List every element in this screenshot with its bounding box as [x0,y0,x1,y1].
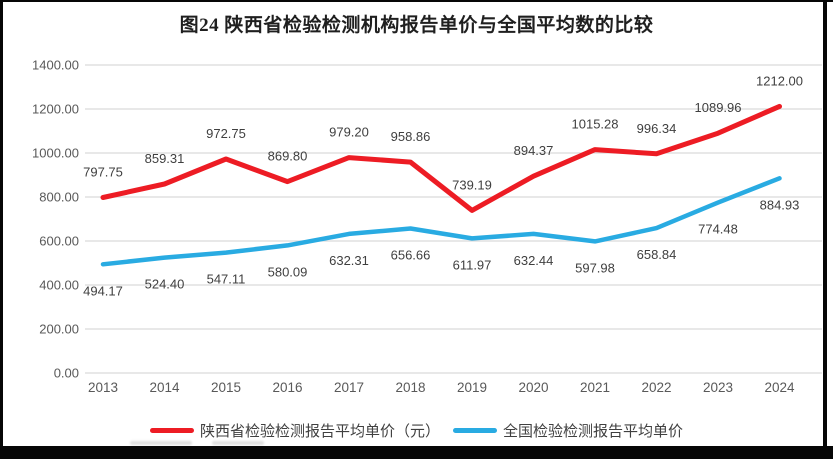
data-label-series-0: 894.37 [514,143,554,158]
legend-item-national: 全国检验检测报告平均单价 [453,420,683,441]
x-axis-tick-label: 2019 [457,380,487,395]
legend-label-shaanxi: 陕西省检验检测报告平均单价（元） [199,423,440,440]
data-label-series-0: 797.75 [83,165,123,180]
x-axis-tick-label: 2020 [518,380,548,395]
data-label-series-1: 547.11 [207,272,246,287]
scan-artifact [130,441,192,445]
frame-edge-top [0,0,833,2]
data-label-series-0: 958.86 [391,129,431,144]
x-axis-tick-label: 2021 [580,380,610,395]
x-axis-tick-label: 2016 [272,380,302,395]
data-label-series-0: 1015.28 [572,117,619,132]
data-label-series-0: 739.19 [452,177,492,192]
y-axis-tick-label: 0.00 [54,366,79,381]
y-axis-tick-label: 1400.00 [32,58,79,73]
x-axis-tick-label: 2013 [88,380,118,395]
line-chart: 0.00 200.00 400.00 600.00 800.00 1000.00 1200.… [32,58,822,395]
data-label-series-1: 580.09 [268,264,308,279]
data-label-series-0: 1089.96 [695,100,742,115]
x-axis-tick-label: 2014 [149,380,180,395]
y-axis-tick-label: 200.00 [39,322,79,337]
data-label-series-0: 859.31 [145,151,185,166]
data-label-series-1: 884.93 [760,197,800,212]
y-axis-tick-label: 1200.00 [32,102,79,117]
series-line-1 [100,176,782,267]
data-label-series-0: 869.80 [268,149,308,164]
data-label-series-0: 1212.00 [756,73,803,88]
frame-edge-right [823,0,827,459]
data-label-series-1: 524.40 [145,277,185,292]
x-axis-tick-label: 2018 [395,380,425,395]
data-label-series-0: 972.75 [206,126,246,141]
frame-edge-bottom [0,446,833,459]
chart-legend: 陕西省检验检测报告平均单价（元） 全国检验检测报告平均单价 [0,420,833,441]
data-label-series-0: 996.34 [637,121,677,136]
data-label-series-1: 611.97 [453,257,492,272]
data-label-series-1: 632.31 [329,253,369,268]
legend-swatch-shaanxi-line [149,428,194,433]
scan-artifact [212,441,264,445]
y-axis-tick-label: 800.00 [39,190,79,205]
data-label-series-1: 632.44 [514,253,554,268]
data-label-series-1: 597.98 [575,260,615,275]
x-axis-tick-label: 2017 [334,380,364,395]
data-label-series-1: 774.48 [698,222,738,237]
legend-swatch-national-line [453,428,497,433]
frame-edge-left [0,0,3,459]
y-axis-tick-label: 600.00 [39,234,79,249]
x-axis-tick-label: 2015 [211,380,241,395]
y-axis-tick-label: 1000.00 [32,146,79,161]
data-label-series-1: 494.17 [83,283,123,298]
data-label-series-1: 656.66 [391,248,431,263]
series-line-0 [100,103,782,213]
x-axis-tick-label: 2022 [641,380,671,395]
legend-label-national: 全国检验检测报告平均单价 [503,423,684,440]
chart-title: 图24 陕西省检验检测机构报告单价与全国平均数的比较 [179,15,654,36]
x-axis-tick-label: 2023 [703,380,733,395]
legend-item-shaanxi: 陕西省检验检测报告平均单价（元） [149,420,440,441]
data-label-series-0: 979.20 [329,125,369,140]
x-axis-tick-label: 2024 [764,380,795,395]
y-axis-tick-label: 400.00 [39,278,79,293]
data-label-series-1: 658.84 [637,247,677,262]
